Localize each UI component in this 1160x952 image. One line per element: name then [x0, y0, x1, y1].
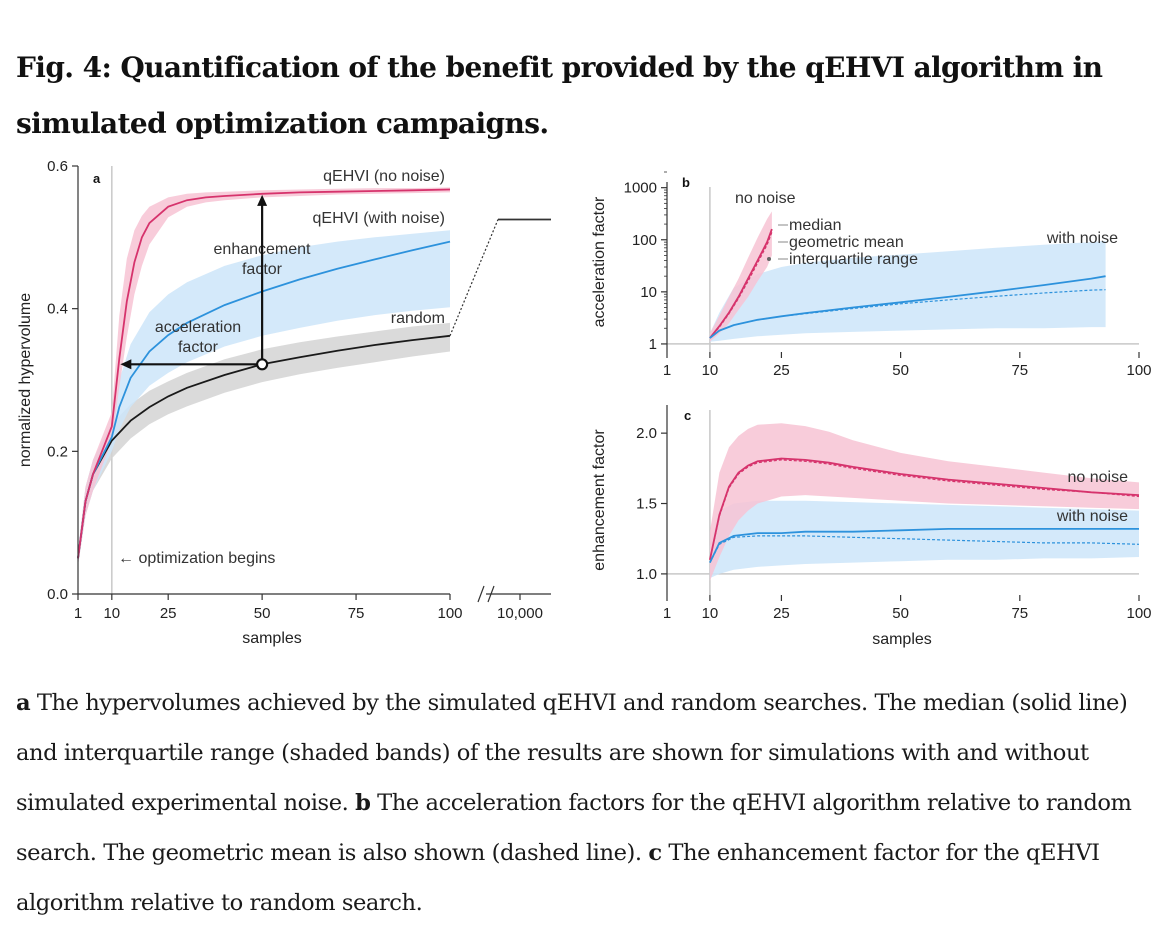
- x-tick-label-a: 50: [254, 605, 271, 622]
- x-tick-label-b: 75: [1011, 362, 1028, 379]
- median-c-with-noise: [709, 528, 1139, 563]
- median-b-with-noise: [709, 275, 1106, 339]
- caption-c-text: The enhancement factor for the qEHVI alg…: [16, 840, 1100, 916]
- y-tick-label-a: 0.0: [47, 586, 68, 603]
- caption-b-text: The acceleration factors for the qEHVI a…: [16, 790, 1132, 866]
- x-axis-label-a: samples: [242, 630, 302, 647]
- acceleration-arrow-head: [120, 359, 132, 370]
- y-tick-label-a: 0.4: [47, 301, 68, 318]
- panel-label-b: b: [682, 175, 690, 190]
- x-tick-label-c: 100: [1126, 605, 1151, 622]
- band-b-no-noise: [709, 211, 772, 342]
- panel-b: 1 10 100 1000 1 10 25 50 75 100 b no noise with nois…: [591, 171, 1152, 379]
- figure-caption: a The hypervolumes achieved by the simul…: [16, 678, 1151, 928]
- x-tick-label-b: 50: [892, 362, 909, 379]
- y-tick-label-c: 1.0: [636, 566, 657, 583]
- y-axis-label-b: acceleration factor: [591, 196, 608, 327]
- y-tick-label-b: 10: [640, 284, 657, 301]
- line-qehvi-with-noise-: [77, 240, 451, 559]
- band-c-no-noise: [709, 423, 1139, 581]
- x-tick-label-b: 1: [663, 362, 671, 379]
- x-tick-label-c: 1: [663, 605, 671, 622]
- label-qehvi-with-noise: qEHVI (with noise): [313, 210, 446, 227]
- panel-label-c: c: [684, 408, 691, 423]
- x-tick-label-a-10000: 10,000: [497, 605, 543, 622]
- axis-break-mark: [477, 585, 485, 603]
- label-random: random: [391, 310, 445, 327]
- y-tick-label-b: 100: [632, 232, 657, 249]
- caption-c-letter: c: [648, 840, 662, 866]
- label-c-no-noise: no noise: [1068, 469, 1129, 486]
- band-random: [78, 322, 450, 566]
- annotation-acceleration-line1: acceleration: [155, 319, 241, 336]
- axis-break-mark: [487, 585, 495, 603]
- x-axis-label-c: samples: [872, 631, 932, 648]
- random-extension-dashed: [449, 219, 499, 337]
- reference-point-marker: [256, 358, 269, 371]
- line-qehvi-no-noise-: [77, 188, 451, 559]
- enhancement-arrow-head: [257, 194, 268, 206]
- panel-label-a: a: [93, 171, 101, 186]
- legend-dot-b: [767, 257, 771, 261]
- caption-b-letter: b: [355, 790, 371, 816]
- median-c-no-noise: [709, 457, 1140, 560]
- caption-a-text: The hypervolumes achieved by the simulat…: [16, 690, 1128, 816]
- y-tick-label-b: 1000: [624, 180, 657, 197]
- x-tick-label-b: 25: [773, 362, 790, 379]
- x-tick-label-a: 25: [160, 605, 177, 622]
- geomean-c-with-noise: [709, 535, 1140, 563]
- x-tick-label-a: 10: [103, 605, 120, 622]
- y-tick-label-a: 0.6: [47, 158, 68, 175]
- label-b-no-noise: no noise: [735, 190, 796, 207]
- legend-b-geometric-mean: geometric mean: [789, 234, 904, 251]
- label-b-with-noise: with noise: [1046, 230, 1118, 247]
- x-tick-label-a: 1: [74, 605, 82, 622]
- caption-a-letter: a: [16, 690, 31, 716]
- legend-b-median: median: [789, 217, 841, 234]
- x-tick-label-a: 100: [437, 605, 462, 622]
- x-tick-label-b: 10: [702, 362, 719, 379]
- label-qehvi-no-noise: qEHVI (no noise): [323, 168, 445, 185]
- y-tick-label-b: 1: [649, 336, 657, 353]
- x-tick-label-c: 25: [773, 605, 790, 622]
- band-qehvi-with-noise-: [78, 230, 450, 566]
- annotation-optimization-begins: ← optimization begins: [118, 550, 275, 567]
- panel-a: 0.0 0.2 0.4 0.6 1 10 25 50 75 100 10,000 a qEHVI (no…: [17, 158, 551, 647]
- x-tick-label-a: 75: [348, 605, 365, 622]
- x-tick-label-c: 50: [892, 605, 909, 622]
- panel-c: 1.0 1.5 2.0 1 10 25 50 75 100 c no noise with noise…: [591, 405, 1152, 648]
- median-b-no-noise: [709, 228, 773, 339]
- band-b-with-noise: [709, 240, 1106, 342]
- y-axis-label-c: enhancement factor: [591, 429, 608, 571]
- x-tick-label-c: 75: [1011, 605, 1028, 622]
- x-tick-label-b: 100: [1126, 362, 1151, 379]
- y-tick-label-c: 1.5: [636, 496, 657, 513]
- label-c-with-noise: with noise: [1056, 508, 1128, 525]
- figure-title: Fig. 4: Quantification of the benefit pr…: [16, 51, 1103, 140]
- x-tick-label-c: 10: [702, 605, 719, 622]
- legend-b-interquartile-range: interquartile range: [789, 251, 918, 268]
- y-tick-label-c: 2.0: [636, 425, 657, 442]
- y-axis-label-a: normalized hypervolume: [17, 293, 34, 467]
- y-tick-label-a: 0.2: [47, 443, 68, 460]
- figure-svg: 0.0 0.2 0.4 0.6 1 10 25 50 75 100 10,000 a qEHVI (no…: [17, 158, 1152, 648]
- annotation-acceleration-line2: factor: [178, 339, 219, 356]
